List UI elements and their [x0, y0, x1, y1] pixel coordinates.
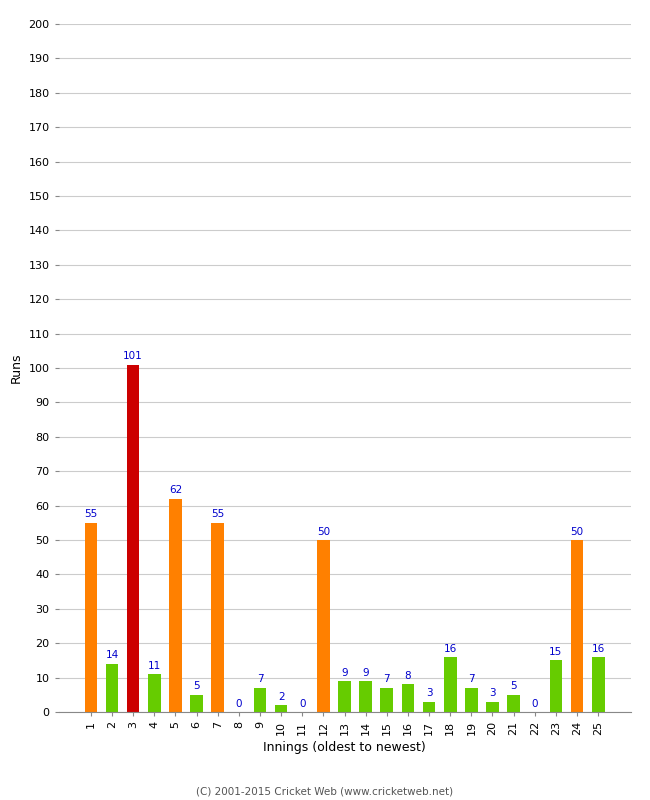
- Bar: [380, 688, 393, 712]
- Text: 15: 15: [549, 647, 562, 657]
- Bar: [507, 694, 520, 712]
- Text: 16: 16: [592, 643, 604, 654]
- Bar: [402, 685, 414, 712]
- Y-axis label: Runs: Runs: [10, 353, 23, 383]
- Text: 50: 50: [317, 526, 330, 537]
- Bar: [338, 681, 351, 712]
- Bar: [211, 523, 224, 712]
- Text: 0: 0: [299, 698, 305, 709]
- Bar: [106, 664, 118, 712]
- Text: 7: 7: [468, 674, 474, 685]
- Text: (C) 2001-2015 Cricket Web (www.cricketweb.net): (C) 2001-2015 Cricket Web (www.cricketwe…: [196, 786, 454, 796]
- Text: 14: 14: [105, 650, 118, 661]
- Text: 55: 55: [211, 510, 224, 519]
- Bar: [571, 540, 583, 712]
- Text: 5: 5: [193, 682, 200, 691]
- Bar: [592, 657, 604, 712]
- Bar: [549, 661, 562, 712]
- Text: 7: 7: [384, 674, 390, 685]
- Bar: [465, 688, 478, 712]
- Text: 55: 55: [84, 510, 98, 519]
- Bar: [84, 523, 98, 712]
- Text: 3: 3: [489, 688, 496, 698]
- Text: 11: 11: [148, 661, 161, 670]
- Bar: [190, 694, 203, 712]
- Bar: [275, 705, 287, 712]
- Text: 9: 9: [362, 667, 369, 678]
- Bar: [127, 365, 140, 712]
- Text: 16: 16: [443, 643, 457, 654]
- Text: 101: 101: [124, 351, 143, 361]
- Text: 3: 3: [426, 688, 432, 698]
- Text: 0: 0: [235, 698, 242, 709]
- Text: 5: 5: [510, 682, 517, 691]
- Text: 8: 8: [404, 671, 411, 681]
- X-axis label: Innings (oldest to newest): Innings (oldest to newest): [263, 741, 426, 754]
- Bar: [169, 498, 182, 712]
- Text: 50: 50: [571, 526, 584, 537]
- Text: 62: 62: [169, 486, 182, 495]
- Bar: [148, 674, 161, 712]
- Bar: [359, 681, 372, 712]
- Bar: [486, 702, 499, 712]
- Text: 2: 2: [278, 692, 285, 702]
- Text: 0: 0: [532, 698, 538, 709]
- Text: 7: 7: [257, 674, 263, 685]
- Bar: [422, 702, 436, 712]
- Text: 9: 9: [341, 667, 348, 678]
- Bar: [317, 540, 330, 712]
- Bar: [254, 688, 266, 712]
- Bar: [444, 657, 456, 712]
